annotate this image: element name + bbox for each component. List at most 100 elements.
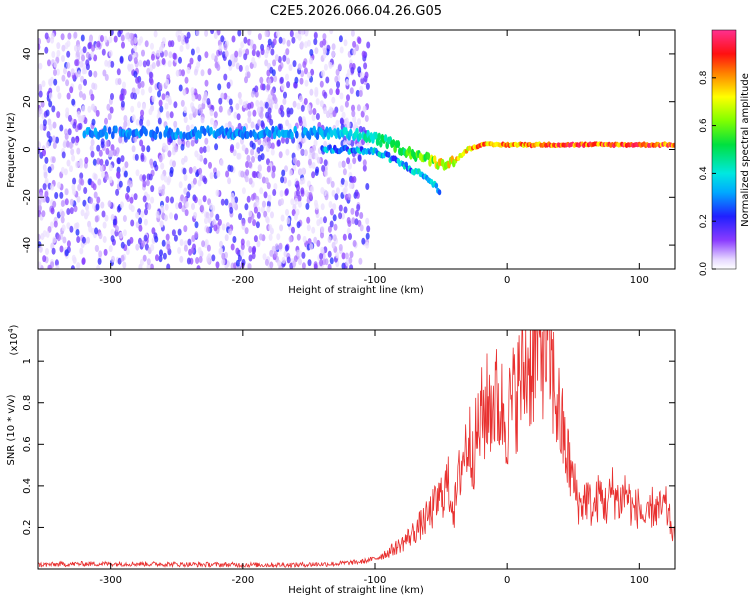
heatmap-cell: [331, 189, 336, 197]
heatmap-cell: [276, 30, 280, 38]
heatmap-cell: [172, 52, 177, 60]
heatmap-cell: [110, 235, 115, 243]
heatmap-cell: [180, 143, 185, 151]
heatmap-cell: [237, 91, 242, 99]
heatmap-cell: [178, 181, 183, 189]
heatmap-cell: [156, 59, 161, 67]
heatmap-cell: [204, 137, 209, 145]
heatmap-cell: [60, 166, 65, 174]
heatmap-cell: [179, 239, 184, 246]
heatmap-cell: [38, 62, 43, 70]
heatmap-cell: [135, 76, 140, 84]
heatmap-cell: [348, 233, 352, 240]
heatmap-cell: [165, 79, 170, 86]
heatmap-cell: [107, 126, 112, 135]
heatmap-cell: [178, 56, 182, 64]
heatmap-cell: [104, 214, 109, 222]
heatmap-cell: [323, 107, 327, 115]
heatmap-cell: [133, 57, 138, 65]
heatmap-cell: [95, 109, 100, 117]
heatmap-cell: [300, 41, 304, 49]
heatmap-cell: [313, 32, 318, 39]
heatmap-cell: [139, 174, 144, 182]
heatmap-cell: [358, 257, 363, 265]
heatmap-cell: [130, 92, 135, 100]
x-tick-label: -300: [99, 575, 122, 586]
heatmap-cell: [224, 50, 229, 58]
heatmap-cell: [163, 49, 168, 57]
heatmap-cell: [337, 63, 342, 71]
heatmap-cell: [312, 108, 317, 115]
heatmap-cell: [241, 219, 246, 227]
heatmap-cell: [316, 239, 321, 247]
colorbar-ticks: 0.0 0.2 0.4 0.6 0.8: [699, 70, 716, 276]
heatmap-cell: [333, 223, 338, 231]
snr-y-label: SNR (10 * v/v): [6, 394, 17, 465]
heatmap-cell: [213, 122, 218, 129]
heatmap-cell: [268, 129, 272, 138]
heatmap-cell: [65, 107, 70, 115]
x-tick-label: -200: [231, 275, 254, 286]
heatmap-cell: [106, 103, 111, 111]
heatmap-cell: [179, 45, 184, 52]
heatmap-cell: [196, 153, 201, 161]
heatmap-cell: [204, 30, 209, 37]
heatmap-cell: [346, 121, 351, 129]
heatmap-cell: [358, 90, 363, 97]
heatmap-cell: [300, 104, 305, 112]
heatmap-cell: [76, 195, 81, 203]
heatmap-cell: [133, 193, 138, 201]
heatmap-cell: [269, 118, 274, 126]
heatmap-cell: [186, 191, 191, 199]
heatmap-cell: [103, 248, 108, 256]
heatmap-cell: [190, 246, 195, 254]
heatmap-cell: [245, 65, 250, 72]
heatmap-cell: [133, 135, 138, 143]
heatmap-cell: [69, 198, 74, 206]
heatmap-cell: [201, 102, 206, 110]
heatmap-cell: [199, 146, 204, 154]
heatmap-cell: [121, 41, 125, 49]
heatmap-cell: [39, 123, 44, 131]
heatmap-cell: [202, 175, 207, 183]
heatmap-cell: [319, 40, 324, 48]
heatmap-cell: [148, 71, 153, 79]
heatmap-cell: [357, 118, 361, 126]
heatmap-cell: [103, 35, 108, 43]
heatmap-cell: [240, 238, 245, 246]
heatmap-cell: [134, 153, 139, 161]
heatmap-cell: [104, 159, 109, 167]
heatmap-cell: [82, 93, 87, 101]
heatmap-cell: [295, 249, 300, 257]
heatmap-cell: [264, 101, 269, 109]
heatmap-cell: [307, 158, 312, 166]
heatmap-cell: [129, 236, 134, 244]
heatmap-cell: [162, 252, 167, 260]
heatmap-cell: [254, 151, 259, 159]
heatmap-cell: [262, 253, 267, 261]
heatmap-cell: [38, 261, 42, 269]
heatmap-cell: [79, 172, 84, 180]
heatmap-cell: [267, 113, 272, 121]
heatmap-cell: [117, 30, 122, 38]
heatmap-cell: [180, 32, 185, 40]
heatmap-cell: [80, 178, 85, 186]
heatmap-cell: [319, 80, 324, 88]
heatmap-cell: [256, 211, 261, 219]
heatmap-cell: [307, 71, 312, 79]
heatmap-cell: [341, 161, 346, 168]
heatmap-cell: [292, 60, 297, 68]
heatmap-cell: [241, 131, 245, 140]
heatmap-cell: [42, 255, 47, 263]
heatmap-cell: [144, 243, 149, 251]
heatmap-cell: [160, 188, 165, 196]
heatmap-cell: [274, 54, 279, 62]
heatmap-cell: [62, 141, 67, 149]
heatmap-cell: [255, 99, 260, 107]
heatmap-cell: [89, 144, 94, 152]
heatmap-cell: [50, 207, 55, 215]
heatmap-cell: [257, 119, 262, 127]
heatmap-cell: [250, 193, 255, 201]
heatmap-cell: [163, 175, 168, 183]
heatmap-cell: [71, 254, 76, 262]
